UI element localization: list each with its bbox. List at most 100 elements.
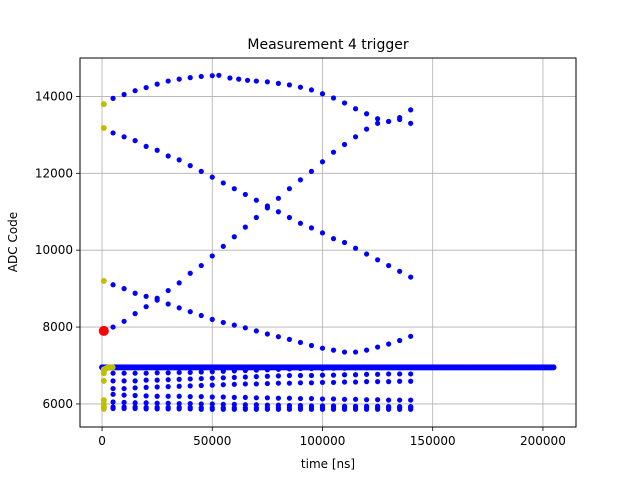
band-3-point <box>132 385 138 391</box>
band-3-point <box>187 383 193 389</box>
band-3-point <box>297 380 304 386</box>
descending-upper-point <box>231 186 237 192</box>
descending-upper-point <box>253 197 259 203</box>
floor-b-point <box>330 405 337 411</box>
band-3-point <box>363 379 370 385</box>
upper-arc-point <box>132 88 138 94</box>
ascending-point <box>352 134 359 140</box>
floor-b-point <box>286 405 293 411</box>
y-tick-label: 10000 <box>35 243 73 257</box>
band-4-point <box>143 393 149 399</box>
lower-arc-point <box>264 331 270 337</box>
floor-b-point <box>132 404 138 410</box>
floor-b-point <box>264 405 270 411</box>
early-point <box>100 101 107 108</box>
ascending-point <box>330 149 337 155</box>
band-3-point <box>286 380 293 386</box>
ascending-point <box>408 120 414 126</box>
floor-b-point <box>242 405 248 411</box>
ascending-point <box>220 243 226 249</box>
descending-upper-point <box>176 157 182 163</box>
floor-b-point <box>143 404 149 410</box>
ascending-point <box>264 205 270 211</box>
band-3-point <box>220 382 226 388</box>
upper-arc-point <box>209 73 215 79</box>
band-2-point <box>154 377 160 383</box>
floor-b-point <box>253 405 259 411</box>
band-4-point <box>375 397 381 403</box>
ascending-point <box>319 159 326 165</box>
upper-arc-point <box>352 106 359 112</box>
floor-b-point <box>408 405 414 411</box>
descending-upper-point <box>297 220 304 226</box>
lower-arc-point <box>220 319 226 326</box>
lower-arc-point <box>408 333 414 339</box>
ascending-point <box>375 120 381 126</box>
band-4-point <box>286 395 293 401</box>
band-1-point <box>363 365 370 371</box>
x-tick-label: 150000 <box>410 434 456 448</box>
band-3-point <box>176 383 182 389</box>
lower-arc-point <box>308 342 315 349</box>
band-2-point <box>242 374 248 380</box>
band-5-point <box>132 400 138 406</box>
trigger-point <box>98 325 109 336</box>
band-4-point <box>408 397 414 403</box>
band-5-point <box>187 400 193 407</box>
floor-b-point <box>319 405 326 411</box>
early-point <box>100 124 107 131</box>
descending-upper-point <box>397 268 403 274</box>
upper-arc-point <box>308 87 315 93</box>
floor-b-point <box>386 405 392 411</box>
band-3-point <box>165 384 171 390</box>
ascending-point <box>341 141 348 148</box>
x-tick-label: 200000 <box>520 434 566 448</box>
upper-arc-point <box>330 95 337 101</box>
ascending-point <box>165 287 171 294</box>
floor-b-point <box>397 405 403 411</box>
band-5-point <box>143 400 149 406</box>
floor-b-point <box>121 404 127 410</box>
band-4-point <box>110 391 116 397</box>
descending-upper-point <box>319 230 326 236</box>
lower-arc-point <box>143 293 149 299</box>
grid <box>80 58 576 427</box>
band-2-point <box>231 374 237 381</box>
upper-arc-point <box>121 91 127 98</box>
band-2-point <box>341 372 348 378</box>
band-3-point <box>198 382 204 389</box>
ascending-point <box>386 118 392 125</box>
band-1-point <box>341 365 348 371</box>
ascending-point <box>176 280 182 286</box>
floor-b-point <box>209 405 215 411</box>
band-1-point <box>231 368 237 374</box>
ascending-point <box>231 234 237 240</box>
band-2-point <box>330 372 337 378</box>
band-3-point <box>375 379 381 385</box>
band-5-point <box>121 399 127 405</box>
band-1-point <box>275 366 281 372</box>
floor-b-point <box>176 404 182 410</box>
band-2-point <box>198 375 204 382</box>
floor-b-point <box>165 404 171 410</box>
lower-arc-point <box>165 301 171 307</box>
band-4-point <box>220 394 226 400</box>
band-1-point <box>375 364 381 371</box>
band-2-point <box>121 378 127 384</box>
band-3-point <box>121 385 127 392</box>
ascending-point <box>363 126 370 132</box>
upper-arc-point <box>216 72 222 78</box>
band-2-point <box>187 376 193 382</box>
lower-arc-point <box>231 322 237 328</box>
lower-arc-point <box>375 344 381 350</box>
lower-arc-point <box>352 349 359 355</box>
band-1-point <box>198 369 204 375</box>
band-2-point <box>308 372 315 379</box>
band-3-point <box>352 379 359 385</box>
upper-arc-point <box>244 77 251 83</box>
band-4-point <box>231 394 237 401</box>
band-4-point <box>253 395 259 401</box>
floor-b-point <box>297 405 304 411</box>
chart-title: Measurement 4 trigger <box>247 37 408 53</box>
band-2-point <box>297 372 304 379</box>
